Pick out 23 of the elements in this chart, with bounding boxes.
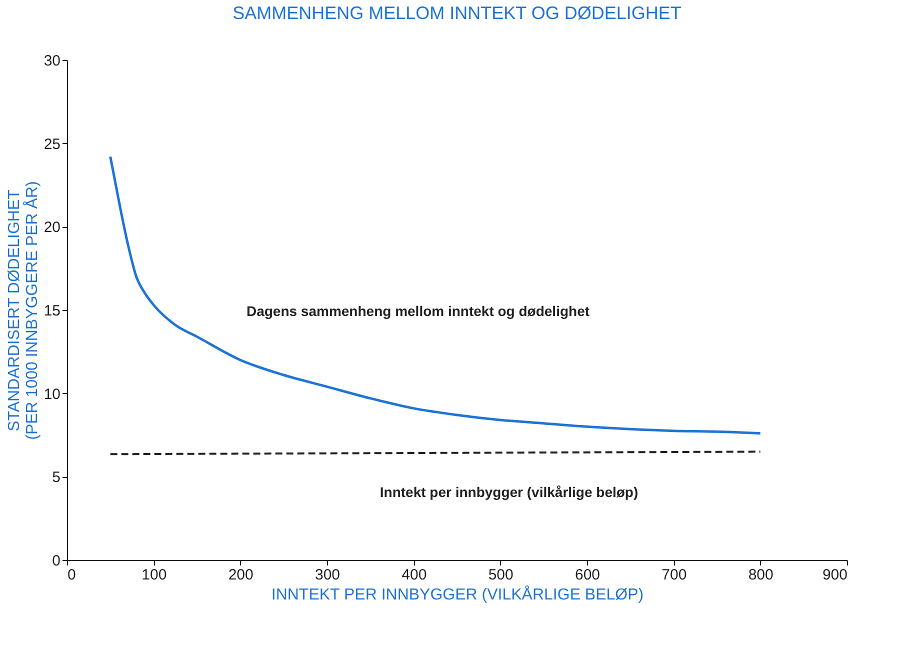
annotation: Dagens sammenheng mellom inntekt og dødelighet	[246, 303, 590, 319]
x-tick-label: 300	[314, 566, 340, 584]
y-tick-label: 10	[44, 386, 60, 403]
y-tick-label: 5	[52, 469, 60, 486]
y-tick-label: 15	[44, 302, 60, 320]
x-tick-label: 600	[574, 566, 600, 584]
y-tick-label: 25	[44, 136, 60, 153]
x-tick-label: 800	[748, 566, 774, 584]
x-tick-label: 900	[822, 566, 848, 584]
x-tick-label: 100	[142, 566, 167, 584]
line-series	[109, 155, 762, 435]
y-tick-label: 0	[52, 552, 60, 570]
x-tick-label: 0	[68, 566, 76, 584]
x-tick-label: 200	[228, 566, 254, 584]
chart-title: SAMMENHENG MELLOM INNTEKT OG DØDELIGHET	[232, 3, 682, 23]
y-axis-title: STANDARDISERT DØDELIGHET (PER 1000 INNBYGGERE PER ÅR)	[6, 181, 41, 440]
x-tick-label: 700	[662, 566, 687, 584]
x-axis-title: INNTEKT PER INNBYGGER (VILKÅRLIGE BELØP)	[271, 586, 644, 604]
x-tick-label: 400	[402, 566, 427, 584]
x-tick-label: 500	[488, 566, 514, 584]
y-tick-label: 30	[44, 52, 60, 70]
annotation: Inntekt per innbygger (vilkårlige beløp)	[380, 484, 638, 500]
y-tick-label: 20	[44, 219, 60, 236]
